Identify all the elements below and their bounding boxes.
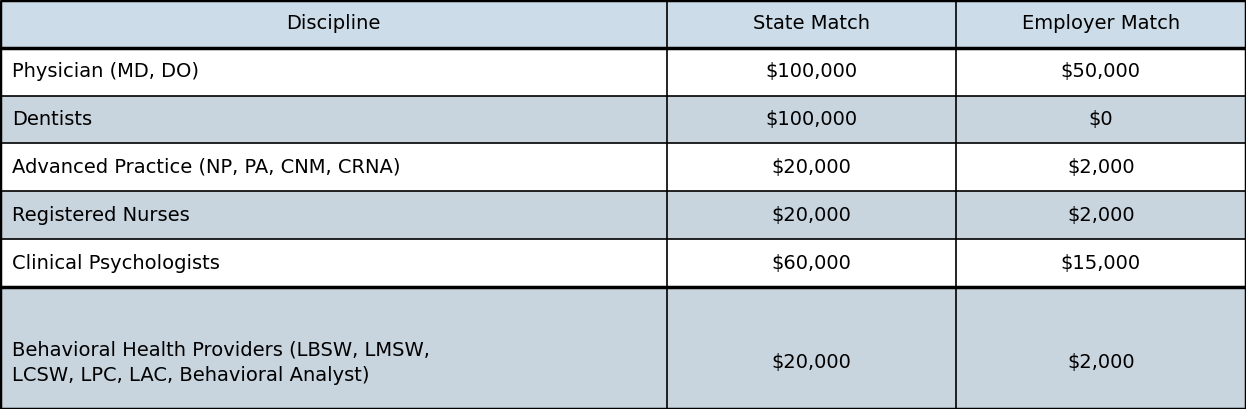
Text: Discipline: Discipline	[287, 14, 380, 34]
Text: $15,000: $15,000	[1060, 254, 1141, 272]
Bar	[667, 48, 956, 96]
Bar	[0, 144, 667, 191]
Text: $100,000: $100,000	[765, 62, 857, 81]
Bar	[956, 144, 1246, 191]
Text: $0: $0	[1089, 110, 1113, 129]
Text: $20,000: $20,000	[771, 353, 851, 372]
Text: Behavioral Health Providers (LBSW, LMSW,
LCSW, LPC, LAC, Behavioral Analyst): Behavioral Health Providers (LBSW, LMSW,…	[12, 341, 430, 384]
Text: Advanced Practice (NP, PA, CNM, CRNA): Advanced Practice (NP, PA, CNM, CRNA)	[12, 158, 401, 177]
Bar	[667, 0, 956, 48]
Bar	[667, 144, 956, 191]
Bar	[956, 48, 1246, 96]
Text: Registered Nurses: Registered Nurses	[12, 206, 191, 225]
Bar	[0, 96, 667, 144]
Bar	[667, 191, 956, 239]
Text: $2,000: $2,000	[1067, 158, 1135, 177]
Bar	[0, 287, 667, 409]
Bar	[0, 239, 667, 287]
Text: $60,000: $60,000	[771, 254, 851, 272]
Bar	[956, 0, 1246, 48]
Text: $2,000: $2,000	[1067, 206, 1135, 225]
Text: $2,000: $2,000	[1067, 353, 1135, 372]
Text: $20,000: $20,000	[771, 158, 851, 177]
Bar	[667, 96, 956, 144]
Bar	[956, 96, 1246, 144]
Text: Dentists: Dentists	[12, 110, 92, 129]
Bar	[0, 0, 667, 48]
Bar	[956, 287, 1246, 409]
Text: $50,000: $50,000	[1060, 62, 1141, 81]
Bar	[0, 191, 667, 239]
Bar	[956, 191, 1246, 239]
Bar	[0, 48, 667, 96]
Text: Clinical Psychologists: Clinical Psychologists	[12, 254, 221, 272]
Text: $20,000: $20,000	[771, 206, 851, 225]
Text: State Match: State Match	[753, 14, 870, 34]
Bar	[956, 239, 1246, 287]
Text: Physician (MD, DO): Physician (MD, DO)	[12, 62, 199, 81]
Text: $100,000: $100,000	[765, 110, 857, 129]
Bar	[667, 287, 956, 409]
Text: Employer Match: Employer Match	[1022, 14, 1180, 34]
Bar	[667, 239, 956, 287]
